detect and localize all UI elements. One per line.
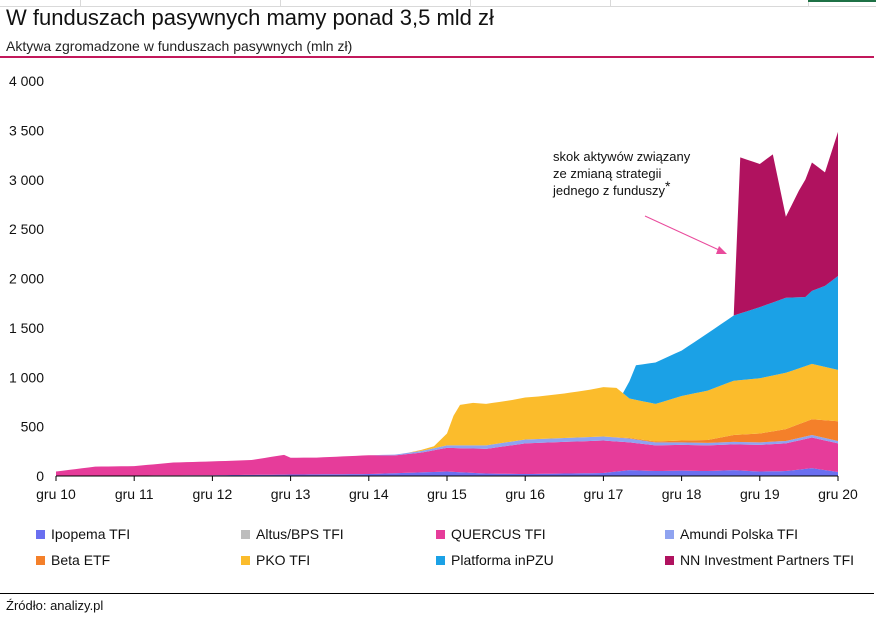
legend-label: Platforma inPZU bbox=[451, 552, 554, 568]
area-platforma-inpzu bbox=[56, 276, 838, 472]
x-tick-label: gru 17 bbox=[584, 486, 624, 502]
y-tick-label: 0 bbox=[36, 468, 44, 484]
annotation-asterisk: * bbox=[665, 178, 671, 194]
x-tick-label: gru 15 bbox=[427, 486, 467, 502]
legend-label: Amundi Polska TFI bbox=[680, 526, 799, 542]
x-tick-label: gru 20 bbox=[818, 486, 858, 502]
footer-divider bbox=[0, 593, 874, 594]
source-note: Źródło: analizy.pl bbox=[6, 598, 104, 613]
legend-label: PKO TFI bbox=[256, 552, 311, 568]
chart-legend: Ipopema TFI Altus/BPS TFI QUERCUS TFI Amund… bbox=[36, 526, 866, 576]
legend-swatch bbox=[36, 555, 45, 565]
y-tick-label: 3 000 bbox=[9, 172, 44, 188]
y-tick-label: 2 000 bbox=[9, 271, 44, 287]
annotation-line-3-text: jednego z funduszy bbox=[552, 183, 666, 198]
x-tick-label: gru 12 bbox=[193, 486, 233, 502]
y-tick-label: 1 500 bbox=[9, 320, 44, 336]
y-tick-label: 1 000 bbox=[9, 369, 44, 385]
legend-swatch bbox=[36, 529, 45, 539]
chart-title: W funduszach pasywnych mamy ponad 3,5 ml… bbox=[6, 5, 494, 30]
legend-label: QUERCUS TFI bbox=[451, 526, 546, 542]
area-nn-investment-partners-tfi bbox=[56, 131, 838, 472]
annotation-line-3: jednego z funduszy* bbox=[552, 178, 671, 198]
area-series-group bbox=[56, 131, 838, 476]
legend-item: Ipopema TFI bbox=[36, 526, 130, 542]
legend-item: Beta ETF bbox=[36, 552, 110, 568]
area-pko-tfi bbox=[56, 363, 838, 472]
x-tick-label: gru 18 bbox=[662, 486, 702, 502]
legend-label: Beta ETF bbox=[51, 552, 111, 568]
legend-item: PKO TFI bbox=[241, 552, 310, 568]
legend-item: Amundi Polska TFI bbox=[665, 526, 798, 542]
spreadsheet-grid-strip bbox=[0, 0, 876, 7]
legend-item: Platforma inPZU bbox=[436, 552, 554, 568]
annotation-group: skok aktywów związany ze zmianą strategi… bbox=[552, 149, 727, 254]
legend-swatch bbox=[436, 555, 445, 565]
legend-swatch bbox=[436, 529, 445, 539]
legend-item: Altus/BPS TFI bbox=[241, 526, 344, 542]
annotation-arrow-head bbox=[716, 246, 727, 254]
x-tick-label: gru 14 bbox=[349, 486, 389, 502]
y-tick-label: 2 500 bbox=[9, 221, 44, 237]
x-tick-label: gru 13 bbox=[271, 486, 311, 502]
chart-subtitle: Aktywa zgromadzone w funduszach pasywnyc… bbox=[6, 38, 353, 54]
title-divider bbox=[0, 56, 874, 58]
legend-swatch bbox=[241, 555, 250, 565]
y-tick-label: 500 bbox=[21, 419, 45, 435]
legend-label: Altus/BPS TFI bbox=[256, 526, 344, 542]
y-tick-label: 3 500 bbox=[9, 122, 44, 138]
annotation-arrow-line bbox=[644, 215, 720, 251]
x-tick-label: gru 19 bbox=[740, 486, 780, 502]
legend-swatch bbox=[665, 555, 674, 565]
x-tick-label: gru 16 bbox=[505, 486, 545, 502]
legend-label: Ipopema TFI bbox=[51, 526, 131, 542]
x-tick-label: gru 10 bbox=[36, 486, 76, 502]
legend-swatch bbox=[241, 529, 250, 539]
y-tick-label: 4 000 bbox=[9, 73, 44, 89]
annotation-line-2: ze zmianą strategii bbox=[553, 166, 661, 181]
y-axis-ticks: 0 500 1 000 1 500 2 000 2 500 3 000 3 500 4 000 bbox=[9, 73, 44, 484]
legend-item: QUERCUS TFI bbox=[436, 526, 546, 542]
x-tick-label: gru 11 bbox=[115, 486, 154, 502]
x-axis-ticks: gru 10 gru 11 gru 12 gru 13 gru 14 gru 15 gru … bbox=[36, 476, 858, 502]
annotation-line-1: skok aktywów związany bbox=[553, 149, 691, 164]
area-ipopema-tfi bbox=[56, 468, 838, 476]
area-quercus-tfi bbox=[56, 437, 838, 476]
legend-swatch bbox=[665, 529, 674, 539]
legend-label: NN Investment Partners TFI bbox=[680, 552, 855, 568]
legend-item: NN Investment Partners TFI bbox=[665, 552, 854, 568]
